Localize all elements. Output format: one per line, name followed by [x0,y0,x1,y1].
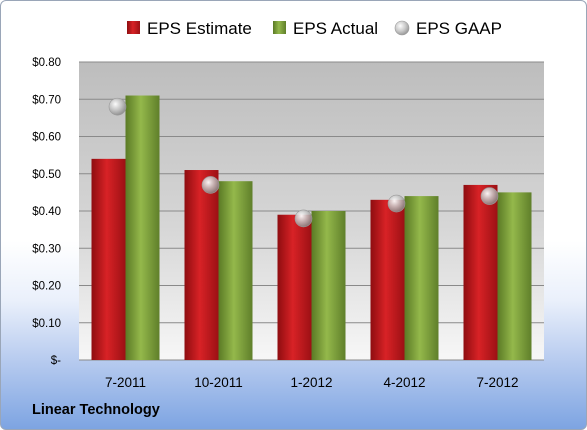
x-tick-label: 4-2012 [383,375,425,390]
company-name: Linear Technology [32,402,160,418]
bar-eps-actual [125,95,160,361]
bar-eps-estimate [184,170,219,360]
x-tick-label: 1-2012 [290,375,332,390]
x-tick-label: 7-2012 [476,375,518,390]
point-eps-gaap [294,209,313,228]
point-eps-gaap [201,176,220,194]
x-tick-label: 7-2011 [105,375,146,390]
bar-eps-actual [497,192,532,360]
bar-eps-estimate [91,158,126,360]
y-axis-ticks: $- $0.10 $0.20 $0.30 $0.40 $0.50 $0.60 $0.70 $0.… [32,57,61,367]
legend-swatch [127,21,140,34]
legend: EPS Estimate EPS Actual EPS GAAP [127,19,502,38]
bar-eps-actual [218,181,253,360]
bar-eps-actual [404,196,439,360]
legend-label: EPS GAAP [416,19,502,38]
y-tick-label: $0.10 [32,318,61,330]
y-tick-label: $0.60 [32,132,61,144]
bars [91,95,532,361]
y-tick-label: $- [51,355,61,367]
legend-swatch [394,20,410,36]
y-tick-label: $0.30 [32,243,61,255]
y-tick-label: $0.20 [32,281,61,293]
bar-eps-estimate [277,214,312,360]
y-tick-label: $0.40 [32,206,61,218]
point-eps-gaap [480,187,499,205]
x-tick-label: 10-2011 [194,375,243,390]
legend-swatch [273,21,286,34]
point-eps-gaap [108,97,127,116]
legend-label: EPS Estimate [147,19,252,38]
point-eps-gaap [387,194,406,213]
bar-eps-estimate [370,199,405,360]
y-tick-label: $0.80 [32,57,61,69]
bar-eps-estimate [463,184,498,360]
gaap-points [108,97,499,228]
x-axis-labels: 7-2011 10-2011 1-2012 4-2012 7-2012 [105,375,519,390]
bar-eps-actual [311,211,346,360]
legend-label: EPS Actual [293,19,378,38]
y-tick-label: $0.70 [32,94,61,106]
y-tick-label: $0.50 [32,169,61,181]
